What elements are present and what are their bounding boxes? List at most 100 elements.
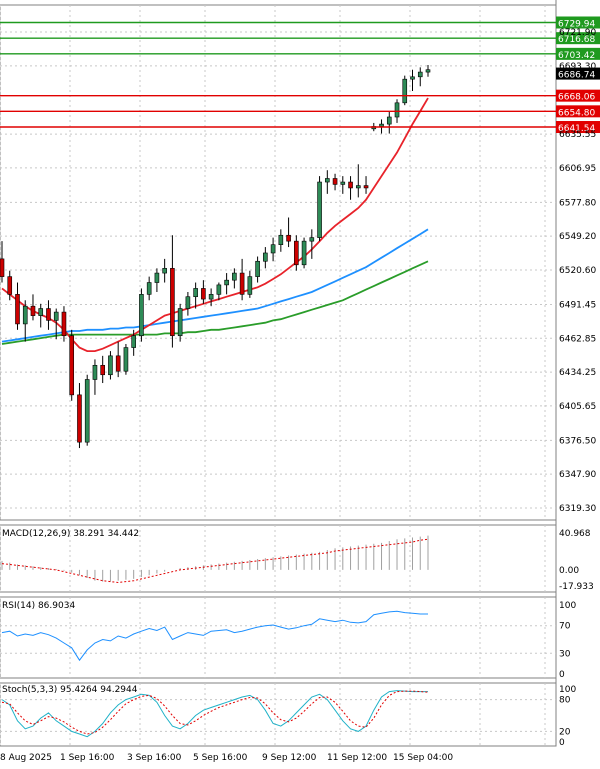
bull-candle — [123, 344, 129, 375]
bear-candle — [61, 306, 67, 342]
rsi-tick-label: 100 — [559, 601, 576, 611]
candle-body — [193, 288, 198, 298]
candle-body — [162, 268, 167, 274]
bull-candle — [386, 111, 392, 134]
price-tick-label: 6347.90 — [559, 470, 596, 480]
bull-candle — [355, 164, 361, 198]
price-tick-label: 6405.65 — [559, 402, 596, 412]
candle-body — [208, 294, 214, 300]
candle-body — [270, 244, 276, 254]
bull-candle — [177, 303, 183, 342]
bear-candle — [294, 235, 299, 271]
bear-candle — [286, 217, 291, 248]
price-tick-label: 6635.55 — [559, 130, 596, 140]
bull-candle — [154, 268, 160, 292]
candle-body — [46, 308, 51, 321]
bull-candle — [317, 176, 322, 242]
candle-body — [7, 276, 13, 295]
rsi-panel-frame — [0, 596, 557, 679]
bull-candle — [247, 270, 253, 298]
candle-body — [332, 178, 338, 185]
bull-candle — [108, 351, 113, 380]
candle-body — [185, 296, 191, 309]
candle-body — [340, 181, 346, 185]
support-level-label-bg — [556, 105, 600, 118]
bear-candle — [46, 300, 51, 330]
price-tick-label: 6721.90 — [559, 28, 596, 38]
macd-signal-line — [1, 538, 429, 584]
resistance-level-label-bg — [556, 32, 600, 45]
candle-body — [278, 234, 284, 245]
candle-body — [15, 294, 20, 325]
price-tick-label: 6434.25 — [559, 368, 596, 378]
price-tick-label: 6462.85 — [559, 334, 596, 344]
x-axis-label: 5 Sep 16:00 — [193, 753, 248, 763]
bull-candle — [232, 268, 237, 289]
support-level-label-bg — [556, 121, 600, 134]
bear-candle — [201, 280, 206, 304]
price-tick-label: 6693.30 — [559, 62, 596, 72]
rsi-tick-label: 70 — [559, 622, 571, 632]
candle-body — [123, 347, 129, 372]
price-tick-label: 6577.80 — [559, 198, 596, 208]
candle-body — [309, 237, 315, 242]
resistance-level-label-bg — [556, 16, 600, 29]
candle-body — [30, 305, 36, 316]
candle-body — [201, 288, 206, 300]
resistance-level-label: 6729.94 — [558, 19, 595, 29]
x-axis-label: 11 Sep 12:00 — [327, 753, 387, 763]
candle-body — [61, 311, 67, 337]
candle-body — [53, 311, 59, 321]
candle-body — [92, 364, 98, 380]
candle-body — [177, 308, 183, 337]
grid-lines — [0, 5, 556, 746]
bear-candle — [69, 329, 75, 401]
candle-body — [294, 240, 299, 266]
bull-candle — [263, 247, 268, 269]
bear-candle — [363, 176, 369, 194]
bull-candle — [146, 276, 152, 301]
candle-body — [216, 284, 222, 295]
bull-candle — [208, 288, 214, 307]
macd-tick-label: 0.00 — [559, 566, 579, 576]
candle-body — [286, 234, 291, 242]
bear-candle — [170, 235, 175, 348]
resistance-level-label: 6716.68 — [558, 35, 595, 45]
candle-body — [131, 335, 136, 348]
y-axis: 6729.94 6716.68 6703.42 6668.06 6654.80 6641.… — [556, 16, 600, 514]
bear-candle — [100, 355, 105, 384]
candle-body — [69, 335, 75, 396]
candle-body — [325, 178, 330, 183]
bull-candle — [278, 229, 284, 252]
x-axis: 8 Aug 2025 1 Sep 16:00 3 Sep 16:00 5 Sep 16… — [0, 753, 453, 763]
bull-candle — [301, 237, 307, 269]
candle-body — [224, 279, 229, 286]
x-axis-label: 1 Sep 16:00 — [60, 753, 115, 763]
candle-body — [146, 282, 152, 295]
rsi-title: RSI(14) 86.9034 — [2, 601, 75, 611]
bull-candle — [270, 237, 276, 262]
price-tick-label: 6520.60 — [559, 266, 596, 276]
candle-body — [417, 71, 423, 78]
resistance-level-label-bg — [556, 47, 600, 60]
bull-candle — [193, 282, 198, 309]
candlesticks — [0, 64, 431, 449]
candle-body — [232, 272, 237, 281]
candle-body — [402, 78, 408, 104]
bear-candle — [239, 258, 245, 301]
macd-tick-label: 40.968 — [559, 529, 591, 539]
current-price-label-bg — [556, 67, 600, 80]
x-axis-label: 15 Sep 04:00 — [393, 753, 453, 763]
candle-body — [247, 276, 253, 295]
bull-candle — [425, 64, 431, 77]
stoch-title: Stoch(5,3,3) 95.4264 94.2944 — [2, 685, 138, 695]
x-axis-label: 9 Sep 12:00 — [262, 753, 317, 763]
bear-candle — [7, 270, 13, 301]
candle-body — [84, 379, 90, 443]
stoch-tick-label: 80 — [559, 696, 571, 706]
candle-body — [22, 305, 28, 325]
bull-candle — [216, 282, 222, 301]
